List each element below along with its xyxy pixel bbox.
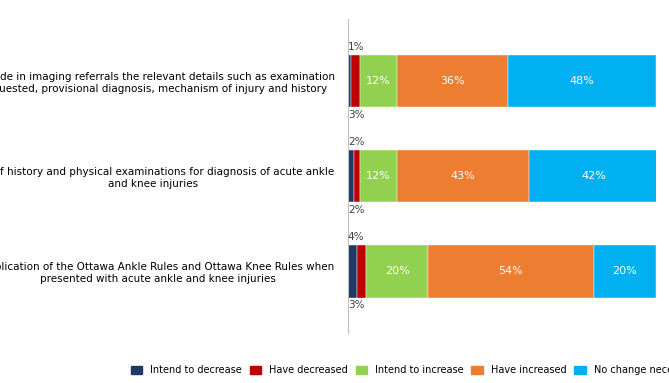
Bar <box>348 150 354 202</box>
Legend: Intend to decrease, Have decreased, Intend to increase, Have increased, No chang: Intend to decrease, Have decreased, Inte… <box>128 362 669 378</box>
Bar <box>348 245 357 298</box>
Text: 12%: 12% <box>367 76 391 86</box>
Text: 54%: 54% <box>498 266 523 277</box>
Text: 42%: 42% <box>581 171 607 181</box>
Bar <box>367 245 428 298</box>
Text: 2%: 2% <box>348 137 365 147</box>
Text: 20%: 20% <box>385 266 409 277</box>
Text: 2%: 2% <box>348 205 365 215</box>
Text: 4%: 4% <box>348 232 365 242</box>
Bar <box>357 245 367 298</box>
Bar <box>594 245 656 298</box>
Text: 43%: 43% <box>451 171 476 181</box>
Bar <box>354 150 360 202</box>
Bar <box>360 150 397 202</box>
Bar <box>348 55 351 107</box>
Text: 36%: 36% <box>440 76 465 86</box>
Bar <box>351 55 360 107</box>
Text: 12%: 12% <box>367 171 391 181</box>
Bar <box>428 245 594 298</box>
Bar <box>397 55 508 107</box>
Text: 3%: 3% <box>348 110 365 120</box>
Text: 1%: 1% <box>348 42 365 52</box>
Bar <box>508 55 656 107</box>
Bar <box>360 55 397 107</box>
Text: 20%: 20% <box>613 266 637 277</box>
Text: 48%: 48% <box>569 76 594 86</box>
Bar <box>529 150 659 202</box>
Bar <box>397 150 529 202</box>
Text: 3%: 3% <box>348 300 365 310</box>
